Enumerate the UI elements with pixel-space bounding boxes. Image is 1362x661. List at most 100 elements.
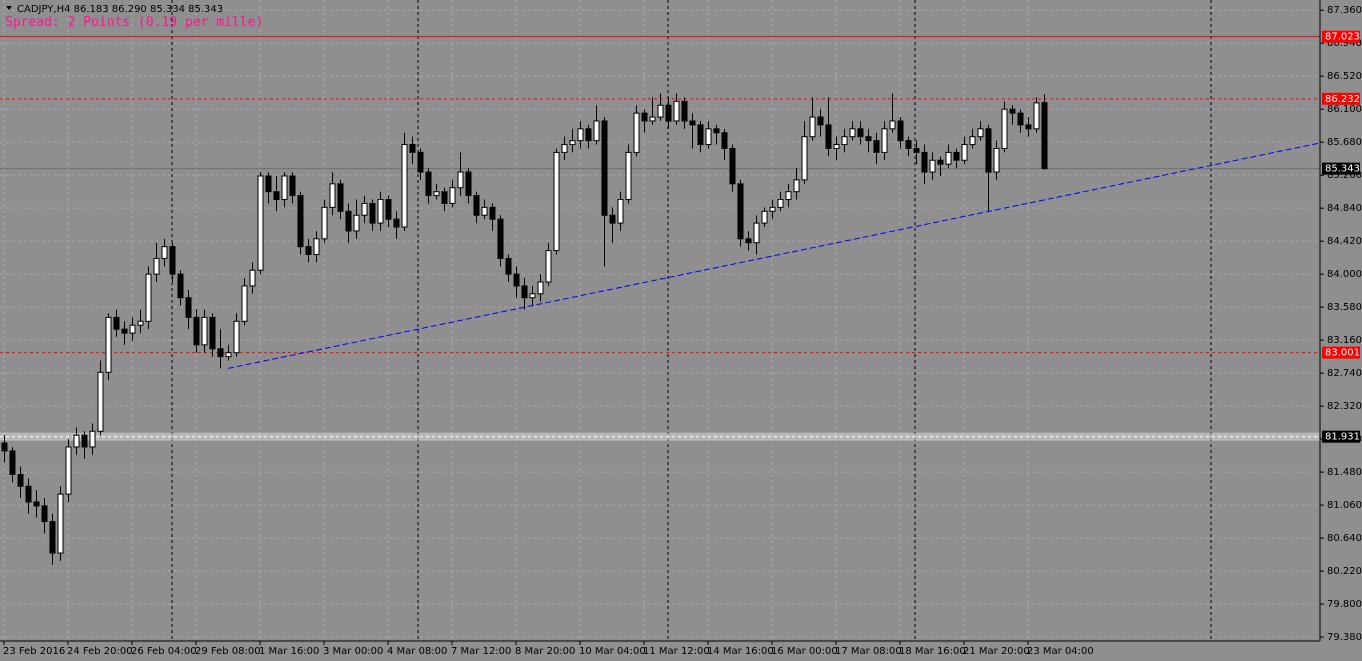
level-label-box <box>1322 346 1360 359</box>
candle-body <box>345 210 352 232</box>
level-label: 83.001 <box>1325 348 1360 359</box>
y-tick-label: 82.740 <box>1327 368 1362 379</box>
candle-body <box>273 191 280 201</box>
candle-body <box>801 136 808 181</box>
candle-body <box>385 199 392 220</box>
candle-body <box>897 120 904 142</box>
candle-body <box>241 285 248 322</box>
candle-body <box>689 120 696 126</box>
level-label-box <box>1322 162 1360 175</box>
candle-body <box>705 128 712 146</box>
y-tick-label: 84.420 <box>1327 236 1362 247</box>
x-tick-label: 21 Mar 20:00 <box>963 646 1030 657</box>
y-tick-label: 87.360 <box>1327 5 1362 16</box>
candle-body <box>513 273 520 287</box>
candle-body <box>537 281 544 295</box>
candle-body <box>713 128 720 134</box>
candle-body <box>105 316 112 373</box>
candle-body <box>441 191 448 204</box>
candle-body <box>617 199 624 224</box>
candle-body <box>1025 124 1032 130</box>
y-tick-label: 84.000 <box>1327 269 1362 280</box>
candle-body <box>193 316 200 346</box>
candle-body <box>17 473 24 487</box>
candle-body <box>545 250 552 283</box>
y-tick-label: 82.320 <box>1327 401 1362 412</box>
candle-body <box>209 316 216 350</box>
x-tick-label: 16 Mar 00:00 <box>771 646 838 657</box>
candle-body <box>777 199 784 208</box>
candle-body <box>57 493 64 554</box>
y-tick-label: 80.640 <box>1327 533 1362 544</box>
candle-body <box>409 144 416 153</box>
candle-body <box>969 136 976 146</box>
x-tick-label: 7 Mar 12:00 <box>451 646 511 657</box>
candle-body <box>817 116 824 126</box>
candle-body <box>281 175 288 201</box>
candle-body <box>329 183 336 208</box>
candle-body <box>489 206 496 220</box>
y-tick-label: 85.260 <box>1327 170 1362 181</box>
candle-body <box>217 348 224 358</box>
candle-body <box>145 273 152 322</box>
candle-body <box>625 151 632 201</box>
candle-body <box>553 151 560 252</box>
candle-body <box>1001 108 1008 149</box>
candle-body <box>33 501 40 507</box>
candle-body <box>161 246 168 259</box>
candle-body <box>793 179 800 193</box>
candle-body <box>729 147 736 185</box>
x-tick-label: 3 Mar 00:00 <box>323 646 383 657</box>
candle-body <box>529 293 536 299</box>
candle-body <box>609 214 616 224</box>
candle-body <box>449 187 456 204</box>
candle-body <box>745 238 752 244</box>
y-tick-label: 83.580 <box>1327 302 1362 313</box>
candle-body <box>1009 108 1016 114</box>
candle-body <box>649 116 656 122</box>
y-tick-label: 81.060 <box>1327 500 1362 511</box>
candle-body <box>633 112 640 153</box>
x-tick-label: 26 Feb 04:00 <box>131 646 197 657</box>
level-label-box <box>1322 92 1360 105</box>
candle-body <box>841 136 848 146</box>
menu-arrow <box>6 6 12 10</box>
y-tick-label: 80.220 <box>1327 566 1362 577</box>
candle-body <box>337 183 344 212</box>
candle-body <box>873 140 880 153</box>
candle-body <box>401 144 408 228</box>
level-label: 86.232 <box>1325 94 1360 105</box>
level-label: 85.343 <box>1325 164 1360 175</box>
candle-body <box>393 218 400 228</box>
candle-body <box>561 144 568 153</box>
candle-body <box>361 202 368 216</box>
candle-body <box>569 140 576 146</box>
candle-body <box>425 171 432 197</box>
candle-body <box>297 195 304 248</box>
candle-body <box>89 430 96 448</box>
level-label: 81.931 <box>1325 432 1360 443</box>
candle-body <box>289 175 296 197</box>
candle-body <box>857 128 864 138</box>
candle-body <box>1 442 8 452</box>
candle-body <box>665 104 672 122</box>
y-tick-label: 86.520 <box>1327 71 1362 82</box>
candle-body <box>121 328 128 334</box>
candle-body <box>585 128 592 142</box>
candle-body <box>1041 102 1048 170</box>
candle-body <box>137 320 144 326</box>
x-tick-label: 23 Feb 2016 <box>3 646 65 657</box>
candle-body <box>753 222 760 244</box>
candle-body <box>81 434 88 448</box>
x-tick-label: 14 Mar 16:00 <box>707 646 774 657</box>
candle-body <box>889 120 896 130</box>
candle-body <box>257 175 264 271</box>
candle-body <box>993 147 1000 173</box>
candle-body <box>201 316 208 346</box>
candle-body <box>9 450 16 475</box>
candle-body <box>353 214 360 232</box>
x-tick-label: 8 Mar 20:00 <box>515 646 575 657</box>
candle-body <box>177 273 184 299</box>
